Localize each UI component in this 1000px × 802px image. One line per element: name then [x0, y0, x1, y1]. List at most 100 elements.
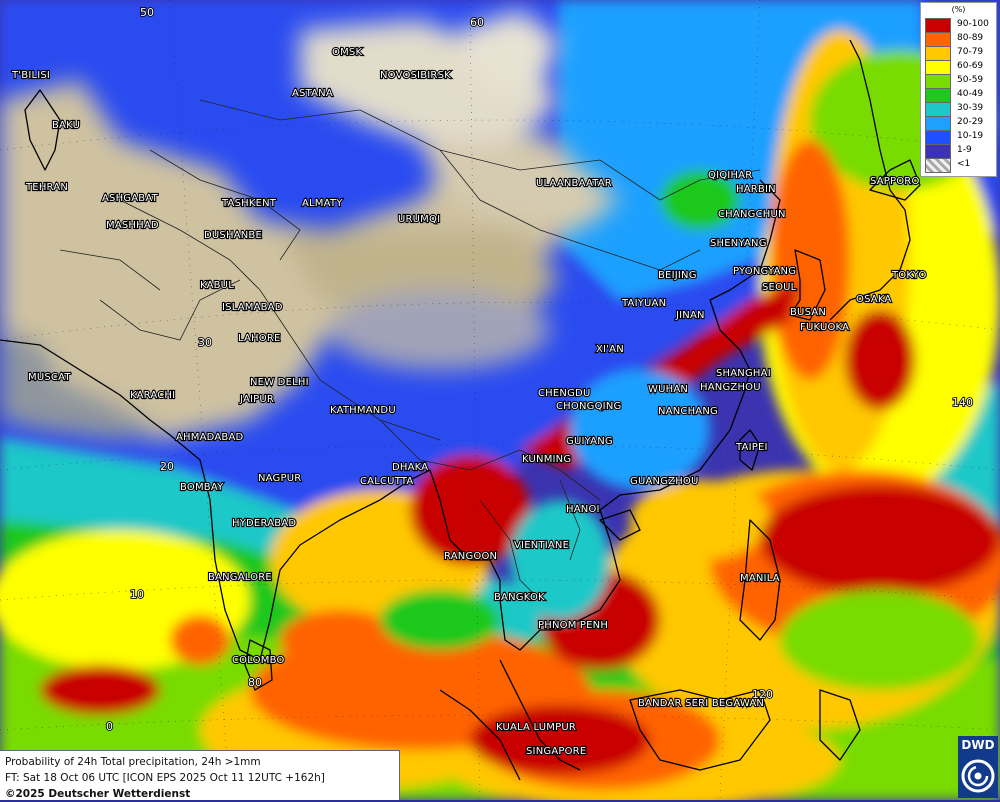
- copyright: ©2025 Deutscher Wetterdienst: [5, 788, 191, 800]
- graticule-label: 20: [160, 460, 174, 473]
- city-label-bandar-seri-begawan: BANDAR SERI BEGAWAN: [638, 698, 764, 709]
- city-label-beijing: BEIJING: [658, 270, 697, 281]
- city-label-t-bilisi: T'BILISI: [11, 70, 50, 81]
- graticule-label: 140: [952, 396, 973, 409]
- legend-swatch: [925, 32, 951, 47]
- city-label-vientiane: VIENTIANE: [514, 540, 569, 551]
- city-label-tokyo: TOKYO: [891, 270, 927, 281]
- city-label-hangzhou: HANGZHOU: [700, 382, 761, 393]
- city-label-guiyang: GUIYANG: [566, 436, 613, 447]
- city-label-islamabad: ISLAMABAD: [222, 302, 283, 313]
- legend-label: 1-9: [957, 145, 972, 155]
- legend-entry: 30-39: [925, 102, 995, 117]
- legend-swatch: [925, 158, 951, 173]
- legend-entry: 10-19: [925, 130, 995, 145]
- graticule-labels: 50 60 30 20 10 0 80 120 140: [105, 5, 974, 734]
- graticule-label: 30: [198, 336, 212, 349]
- city-label-new-delhi: NEW DELHI: [250, 377, 309, 388]
- city-label-tashkent: TASHKENT: [221, 198, 277, 209]
- legend-label: <1: [957, 159, 971, 169]
- coastlines: [0, 39, 921, 781]
- dwd-swirl-icon: [961, 759, 995, 793]
- legend-entry: 90-100: [925, 18, 995, 33]
- city-label-manila: MANILA: [740, 573, 780, 584]
- legend-label: 40-49: [957, 89, 984, 99]
- city-label-kunming: KUNMING: [522, 454, 571, 465]
- city-labels: T'BILISI BAKU OMSK NOVOSIBIRSK ASTANA TEHRAN A…: [10, 46, 928, 758]
- legend-entry: 50-59: [925, 74, 995, 89]
- legend-label: 50-59: [957, 75, 984, 85]
- legend-swatch: [925, 74, 951, 89]
- city-label-fukuoka: FUKUOKA: [800, 322, 849, 333]
- city-label-kabul: KABUL: [200, 280, 234, 291]
- legend-label: 30-39: [957, 103, 984, 113]
- legend-label: 60-69: [957, 61, 984, 71]
- legend-entry: 70-79: [925, 46, 995, 61]
- info-box: Probability of 24h Total precipitation, …: [0, 750, 400, 800]
- city-label-omsk: OMSK: [332, 47, 362, 58]
- city-label-tehran: TEHRAN: [25, 182, 68, 193]
- city-label-urumqi: URUMQI: [398, 214, 440, 225]
- city-label-shenyang: SHENYANG: [710, 238, 767, 249]
- city-label-taiyuan: TAIYUAN: [621, 298, 666, 309]
- legend-entry: 20-29: [925, 116, 995, 131]
- city-label-sapporo: SAPPORO: [870, 176, 920, 187]
- city-label-harbin: HARBIN: [736, 184, 776, 195]
- city-label-dushanbe: DUSHANBE: [204, 230, 262, 241]
- graticule-label: 80: [248, 676, 262, 689]
- city-label-chengdu: CHENGDU: [538, 388, 590, 399]
- graticule-label: 120: [752, 688, 773, 701]
- city-label-shanghai: SHANGHAI: [716, 368, 771, 379]
- forecast-time: FT: Sat 18 Oct 06 UTC [ICON EPS 2025 Oct…: [5, 772, 325, 784]
- legend-label: 90-100: [957, 19, 989, 29]
- city-label-rangoon: RANGOON: [444, 551, 497, 562]
- city-label-guangzhou: GUANGZHOU: [630, 476, 699, 487]
- city-label-mashhad: MASHHAD: [106, 220, 159, 231]
- city-label-hyderabad: HYDERABAD: [232, 518, 296, 529]
- city-label-nagpur: NAGPUR: [258, 473, 301, 484]
- city-label-qiqihar: QIQIHAR: [708, 170, 752, 181]
- city-label-dhaka: DHAKA: [392, 462, 428, 473]
- city-label-changchun: CHANGCHUN: [718, 209, 786, 220]
- city-label-bombay: BOMBAY: [180, 482, 224, 493]
- city-label-ahmadabad: AHMADABAD: [176, 432, 243, 443]
- legend-swatch: [925, 130, 951, 145]
- city-label-novosibirsk: NOVOSIBIRSK: [380, 70, 451, 81]
- legend: (%) 90-100 80-89 70-79 60-69 50-59 40-49 30-39…: [920, 2, 997, 177]
- city-label-karachi: KARACHI: [130, 390, 175, 401]
- graticule-label: 10: [130, 588, 144, 601]
- city-label-xi-an: XI'AN: [596, 344, 624, 355]
- legend-swatch: [925, 60, 951, 75]
- city-label-muscat: MUSCAT: [28, 372, 71, 383]
- legend-label: 20-29: [957, 117, 984, 127]
- legend-swatch: [925, 18, 951, 33]
- city-label-calcutta: CALCUTTA: [360, 476, 413, 487]
- city-label-ulaanbaatar: ULAANBAATAR: [536, 178, 612, 189]
- legend-label: 70-79: [957, 47, 984, 57]
- legend-entry: 40-49: [925, 88, 995, 103]
- city-label-colombo: COLOMBO: [232, 655, 285, 666]
- city-label-kuala-lumpur: KUALA LUMPUR: [496, 722, 576, 733]
- product-title: Probability of 24h Total precipitation, …: [5, 756, 261, 768]
- city-label-wuhan: WUHAN: [648, 384, 688, 395]
- legend-swatch: [925, 116, 951, 131]
- city-label-ashgabat: ASHGABAT: [102, 193, 159, 204]
- city-label-nanchang: NANCHANG: [658, 406, 718, 417]
- legend-label: 10-19: [957, 131, 984, 141]
- legend-entry: <1: [925, 158, 995, 173]
- dwd-logo: DWD: [958, 736, 998, 798]
- city-label-lahore: LAHORE: [238, 333, 281, 344]
- city-label-almaty: ALMATY: [302, 198, 343, 209]
- city-label-astana: ASTANA: [292, 88, 333, 99]
- city-label-phnom-penh: PHNOM PENH: [538, 620, 608, 631]
- city-label-busan: BUSAN: [790, 307, 826, 318]
- legend-entry: 1-9: [925, 144, 995, 159]
- graticule-label: 60: [470, 16, 484, 29]
- city-label-osaka: OSAKA: [856, 294, 891, 305]
- country-borders: [59, 99, 761, 601]
- city-label-pyongyang: PYONGYANG: [733, 266, 796, 277]
- city-label-kathmandu: KATHMANDU: [330, 405, 396, 416]
- dry-terrain: [0, 10, 620, 440]
